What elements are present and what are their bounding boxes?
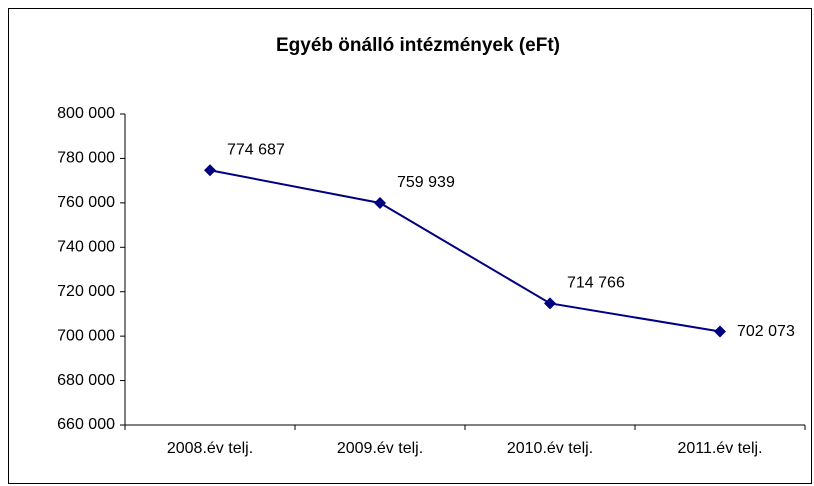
y-tick-label: 700 000 xyxy=(57,327,115,344)
chart-frame xyxy=(8,8,812,484)
y-tick-label: 660 000 xyxy=(57,416,115,433)
x-tick-label: 2011.év telj. xyxy=(677,440,762,457)
y-tick-label: 680 000 xyxy=(57,372,115,389)
y-tick-label: 720 000 xyxy=(57,283,115,300)
y-tick-label: 800 000 xyxy=(57,105,115,122)
data-point xyxy=(374,196,386,209)
data-label: 714 766 xyxy=(567,275,625,292)
x-tick-label: 2010.év telj. xyxy=(507,440,593,457)
y-tick-label: 780 000 xyxy=(57,150,115,167)
data-point xyxy=(714,325,726,338)
data-point xyxy=(544,297,556,310)
chart-title: Egyéb önálló intézmények (eFt) xyxy=(276,35,560,56)
data-point xyxy=(204,164,216,177)
data-line xyxy=(209,169,721,333)
x-tick-label: 2008.év telj. xyxy=(167,440,253,457)
y-tick-label: 740 000 xyxy=(57,239,115,256)
y-tick-label: 760 000 xyxy=(57,194,115,211)
data-label: 702 073 xyxy=(737,323,795,340)
data-label: 774 687 xyxy=(227,141,285,158)
data-label: 759 939 xyxy=(397,174,455,191)
x-tick-label: 2009.év telj. xyxy=(337,440,423,457)
